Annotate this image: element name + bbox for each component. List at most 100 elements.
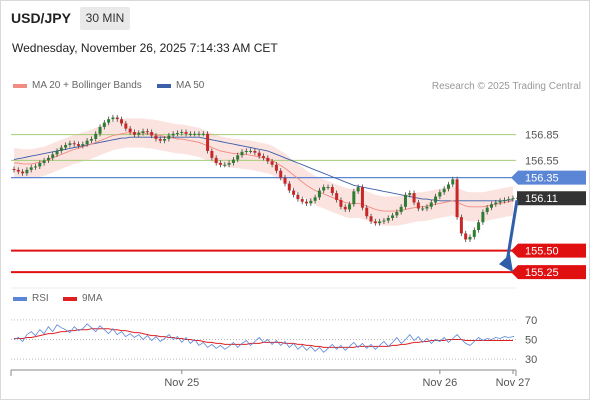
rsi-tick-label: 70 [525,315,537,327]
candle-body [197,133,201,135]
candle [223,162,227,168]
candle-body [184,132,188,134]
candle-body [438,192,442,197]
candle [231,156,235,166]
candle [451,176,455,188]
candle [21,169,25,176]
candle [253,148,257,156]
candle [382,217,386,225]
candle [175,130,179,137]
candle [365,205,369,219]
target-tag-4 [511,243,586,258]
candle-body [369,216,373,222]
candle-body [412,193,416,203]
candle [309,198,313,206]
candle-body [386,217,390,221]
candle-body [218,163,222,165]
candle-body [206,133,210,151]
timeframe-button[interactable]: 30 MIN [80,7,130,30]
candle-body [498,200,502,203]
legend-ma20: MA 20 + Bollinger Bands [13,80,142,91]
candle [188,131,192,137]
candle [477,219,481,233]
candle [373,218,377,226]
ma50-line [13,136,513,202]
candle [29,164,33,173]
rsi-line [13,323,514,353]
candle-body [261,156,266,158]
candle [98,124,102,137]
candle [128,126,132,135]
x-tick-label: Nov 27 [496,377,531,389]
last-price-label: 156.11 [525,193,558,205]
candle [257,150,261,159]
candle [386,215,390,224]
candle [322,184,326,194]
candle [59,144,63,154]
candle [206,131,210,154]
candle [283,175,287,187]
candle [335,190,339,203]
candle [434,193,438,206]
forecast-arrow-shaft [505,199,519,263]
candle [348,201,352,212]
candle [446,181,450,192]
candle [89,136,93,144]
candle-body [266,157,270,162]
candle [369,213,373,225]
rsi-9ma-line [14,328,513,348]
candle [305,199,309,206]
candle [287,181,291,194]
candle-body [477,222,481,231]
candle [313,194,317,204]
candle-body [115,117,119,120]
candle [266,155,270,164]
target-label-4: 155.50 [525,246,559,258]
candle-body [343,206,347,210]
candle [137,130,141,138]
candle [468,234,472,243]
candle [494,199,498,207]
candle-body [459,217,463,234]
candle-body [511,198,515,200]
candle-body [403,194,407,207]
candle-body [85,140,89,145]
candle-body [81,144,85,146]
candle-body [107,119,111,123]
candle-body [141,131,145,133]
candle-body [193,133,197,135]
candle-body [227,163,231,165]
target-label-5: 155.25 [525,267,559,279]
candle-body [64,144,68,148]
candle-body [274,164,278,171]
candle-body [25,169,29,174]
candle-body [317,190,321,198]
candle [292,187,296,198]
candle-body [309,200,313,204]
candle [249,148,253,154]
candle-body [360,187,364,208]
candle-body [408,193,412,195]
x-tick-label: Nov 25 [164,377,199,389]
candle [485,205,489,215]
legend-ma50: MA 50 [157,80,204,91]
candle-body [468,236,472,240]
candle-body [21,171,25,174]
candle [317,187,321,200]
candle-body [124,123,128,129]
legend-ma20-label: MA 20 + Bollinger Bands [32,80,142,91]
candle-body [442,188,446,193]
candle-body [188,133,192,135]
candle [455,176,459,220]
candle [240,149,244,158]
candle-body [434,196,438,203]
candle-body [72,143,76,145]
candle-body [38,163,42,167]
candle [132,129,136,138]
last-price-tag [517,191,586,206]
candle [145,128,149,135]
candle-body [283,177,287,184]
candle [464,230,468,243]
candle-body [481,211,485,223]
candle [197,131,201,137]
